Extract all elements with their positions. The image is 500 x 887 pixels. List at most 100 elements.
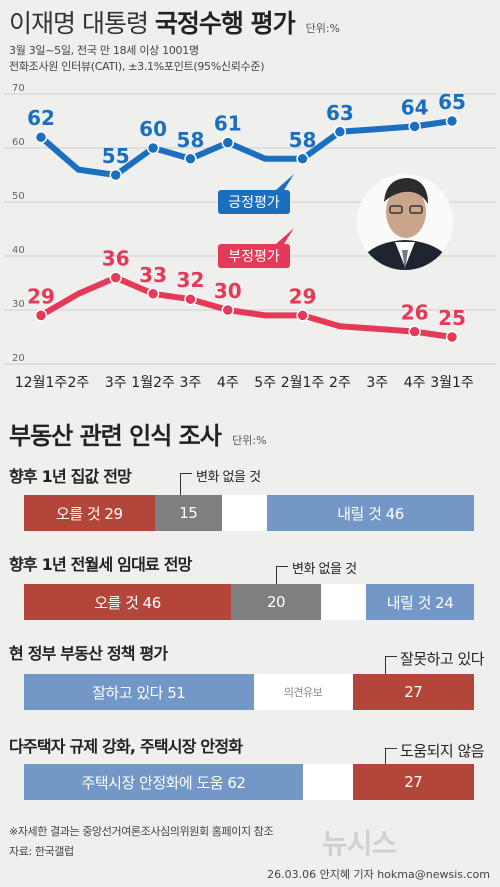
bar-segment: 20: [231, 584, 321, 620]
x-tick-label: 5주: [254, 375, 276, 391]
unit-label: 단위:%: [305, 22, 340, 35]
bar-segment: [303, 764, 353, 800]
data-point: [445, 114, 459, 128]
data-label: 63: [326, 101, 354, 125]
survey-4-bar: 주택시장 안정화에 도움 62 27: [24, 764, 474, 800]
bar-segment: [321, 584, 366, 620]
x-tick-label: 3주: [366, 375, 388, 391]
data-point: [408, 325, 421, 338]
bar-segment: 내릴 것 24: [366, 584, 474, 620]
data-point: [109, 271, 122, 284]
data-label: 29: [289, 284, 317, 308]
bar-segment: 27: [352, 764, 474, 800]
survey-2-callout-line: [276, 566, 288, 584]
x-tick-label: 3주: [180, 375, 202, 391]
survey-1-title: 향후 1년 집값 전망: [9, 467, 132, 486]
data-label: 58: [289, 128, 317, 152]
series-name-label: 부정평가: [228, 249, 280, 265]
survey-2-title: 향후 1년 전월세 임대료 전망: [9, 555, 192, 574]
bar-segment: [222, 495, 267, 531]
x-tick-label: 2월1주: [281, 375, 325, 391]
survey-info-2: 전화조사원 인터뷰(CATI), ±3.1%포인트(95%신뢰수준): [9, 60, 265, 73]
data-point: [221, 303, 235, 317]
bar-segment: 의견유보: [253, 674, 353, 710]
bar-segment: 오를 것 29: [24, 495, 155, 531]
survey-4-callout-line: [385, 748, 397, 764]
data-label: 33: [139, 263, 167, 287]
section2-title: 부동산 관련 인식 조사 단위:%: [9, 416, 267, 451]
survey-2-bar: 오를 것 46 20 내릴 것 24: [24, 584, 474, 620]
series-name-pointer: [276, 174, 294, 190]
data-point: [146, 287, 160, 301]
series-name-label: 긍정평가: [228, 195, 280, 211]
data-label: 65: [438, 90, 466, 114]
y-tick-label: 60: [12, 137, 25, 148]
data-point: [109, 168, 122, 182]
x-tick-label: 3월1주: [430, 375, 474, 391]
data-label: 29: [27, 284, 55, 308]
data-point: [221, 136, 235, 149]
footnote: ※자세한 결과는 중앙선거여론조사심의위원회 홈페이지 참조: [9, 825, 274, 838]
survey-info-1: 3월 3일~5일, 전국 만 18세 이상 1001명: [9, 44, 199, 57]
series-layer: [34, 114, 459, 344]
credit: 26.03.06 안지혜 기자 hokma@newsis.com: [267, 868, 490, 881]
title-bold: 국정수행 평가: [154, 9, 296, 38]
y-tick-label: 20: [12, 353, 25, 364]
source: 자료: 한국갤럽: [9, 845, 74, 858]
bar-segment: 오를 것 46: [24, 584, 231, 620]
survey-3-callout-line: [385, 656, 397, 674]
series-name-box: [218, 244, 290, 268]
bar-segment: 15: [154, 495, 222, 531]
data-label: 62: [27, 106, 55, 130]
data-label: 55: [102, 144, 130, 168]
data-point: [408, 120, 421, 133]
data-point: [445, 330, 459, 344]
x-tick-label: 2주: [67, 375, 89, 391]
survey-1-callout: 변화 없을 것: [196, 470, 261, 485]
newsis-logo: 뉴시스: [322, 827, 397, 860]
survey-2-callout: 변화 없을 것: [292, 562, 357, 577]
series-name-tag: 긍정평가: [218, 174, 294, 214]
survey-4-title: 다주택자 규제 강화, 주택시장 안정화: [9, 737, 243, 756]
data-point: [34, 130, 48, 144]
data-point: [146, 141, 160, 155]
bar-segment: 27: [352, 674, 474, 710]
survey-3-callout: 잘못하고 있다: [400, 650, 485, 668]
x-tick-label: 2주: [329, 375, 351, 391]
data-label: 26: [401, 301, 429, 325]
page-title: 이재명 대통령 국정수행 평가 단위:%: [9, 4, 340, 40]
series-line: [39, 118, 453, 178]
series-name-tag: 부정평가: [218, 228, 294, 268]
label-layer: 62 55 60 58 61 58 63 64 65 29 36 33 32 30 29 26 25 긍정평가부정…: [27, 90, 466, 330]
survey-1-bar: 오를 것 29 15 내릴 것 46: [24, 495, 474, 531]
y-tick-label: 40: [12, 245, 25, 256]
data-label: 32: [177, 268, 205, 292]
section2-title-text: 부동산 관련 인식 조사: [9, 422, 222, 450]
x-tick-label: 4주: [217, 375, 239, 391]
survey-1-callout-line: [180, 473, 192, 495]
data-point: [184, 152, 197, 166]
data-label: 25: [438, 306, 466, 330]
y-tick-label: 30: [12, 299, 25, 310]
data-point: [296, 152, 309, 166]
series-name-box: [218, 190, 290, 214]
x-tick-label: 1월2주: [131, 375, 175, 391]
data-point: [34, 309, 48, 322]
bar-segment: 잘하고 있다 51: [24, 674, 254, 710]
title-light: 이재명 대통령: [9, 9, 149, 38]
x-tick-label: 3주: [105, 375, 127, 391]
president-portrait: [357, 174, 453, 270]
survey-4-callout: 도움되지 않음: [400, 742, 485, 760]
section2-unit: 단위:%: [232, 434, 267, 447]
data-label: 30: [214, 279, 242, 303]
series-name-pointer: [276, 228, 294, 244]
data-label: 60: [139, 117, 167, 141]
data-point: [184, 292, 197, 306]
bar-segment: 주택시장 안정화에 도움 62: [24, 764, 303, 800]
bar-segment: 내릴 것 46: [267, 495, 474, 531]
data-label: 61: [214, 112, 242, 136]
data-label: 36: [102, 247, 130, 271]
data-label: 58: [177, 128, 205, 152]
